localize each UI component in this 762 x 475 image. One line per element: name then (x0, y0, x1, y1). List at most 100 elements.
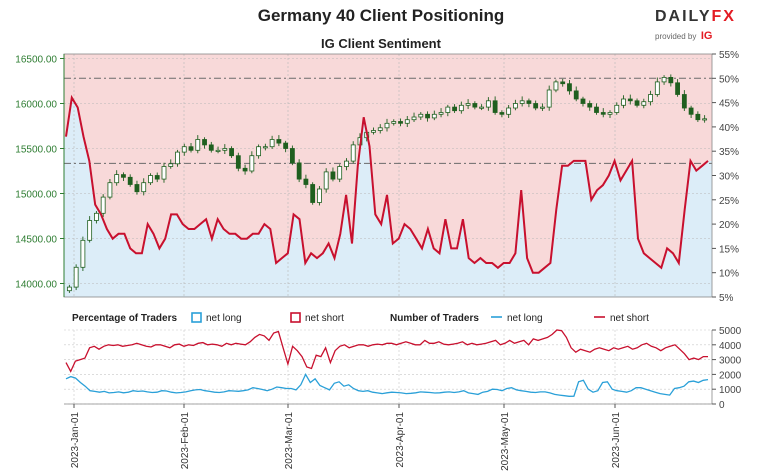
candle-body (269, 139, 275, 148)
candle-body (161, 166, 167, 180)
candle-body (702, 118, 708, 121)
legend-pct-short: net short (305, 313, 344, 324)
date-tick-label: 2023-Jun-01 (611, 412, 622, 469)
candle-body (661, 77, 667, 83)
candle-body (175, 151, 180, 165)
candle-body (607, 112, 613, 115)
reference-lines (64, 77, 712, 164)
date-tick-label: 2023-Apr-01 (395, 412, 406, 468)
candle-body (445, 106, 451, 113)
candle-body (580, 98, 586, 104)
candle-body (107, 182, 113, 198)
candle-body (154, 175, 160, 180)
candle-body (695, 113, 701, 121)
candle-body (425, 113, 430, 119)
candle-body (262, 146, 268, 149)
candle-body (100, 196, 106, 214)
candle-body (181, 146, 187, 153)
candle-body (533, 103, 539, 109)
candle-body (222, 148, 228, 151)
candle-body (641, 101, 647, 106)
date-axis: 2023-Jan-01 2023-Feb-01 2023-Mar-01 2023-Ap… (70, 404, 622, 471)
candle-body (310, 184, 316, 203)
candle-body (377, 127, 383, 131)
candle-body (546, 89, 552, 108)
legend-pct-heading: Percentage of Traders (72, 313, 177, 324)
percent-tick-label: 40% (719, 123, 739, 134)
candle-body (485, 100, 491, 108)
candle-body (452, 106, 457, 112)
count-tick-label: 4000 (719, 341, 742, 352)
candle-body (600, 112, 606, 115)
chart-title: Germany 40 Client Positioning (257, 6, 505, 25)
dailyfx-logo: DAILYFX provided by IG (655, 8, 755, 42)
legend-pct-long-swatch (191, 312, 202, 323)
candle-body (492, 100, 498, 113)
net-short-percent-line (65, 94, 709, 274)
candle-body (648, 94, 653, 103)
candle-body (560, 81, 566, 85)
candle-body (127, 176, 133, 185)
percent-tick-label: 55% (719, 50, 739, 61)
net-short-count-line (65, 329, 708, 373)
candle-body (114, 174, 120, 184)
net-long-area (64, 97, 712, 297)
candle-body (283, 142, 289, 149)
candle-body (66, 286, 72, 292)
candle-body (141, 182, 147, 193)
candle-body (688, 107, 694, 115)
candle-body (675, 82, 680, 95)
legend-pct-short-swatch (290, 312, 301, 323)
candle-body (317, 188, 322, 203)
percent-tick-label: 25% (719, 196, 739, 207)
candle-body (472, 103, 478, 108)
percent-tick-label: 5% (719, 293, 734, 304)
candle-body (330, 171, 336, 180)
date-tick-label: 2023-Jan-01 (70, 412, 81, 469)
candle-body (479, 106, 485, 109)
candle-body (668, 77, 674, 84)
candle-body (519, 100, 525, 104)
legend-num-long: net long (507, 313, 543, 324)
candle-body (296, 162, 302, 180)
candle-body (404, 119, 410, 124)
candle-body (148, 175, 153, 184)
candle-body (249, 155, 255, 172)
count-tick-label: 2000 (719, 370, 742, 381)
percent-tick-label: 10% (719, 269, 739, 280)
candle-body (371, 130, 376, 133)
price-tick-label: 16500.00 (15, 55, 57, 66)
price-axis: 14000.00 14500.00 15000.00 15500.00 16000.00… (15, 54, 65, 297)
candle-body (94, 212, 99, 221)
net-long-count-line (65, 372, 709, 397)
date-tick-label: 2023-Mar-01 (284, 412, 295, 470)
candle-body (499, 112, 505, 115)
main-grid (64, 54, 712, 297)
percent-tick-label: 35% (719, 147, 739, 158)
candle-body (654, 81, 660, 95)
candle-body (438, 112, 444, 115)
candle-body (465, 103, 471, 106)
ig-logo: IG (700, 30, 713, 42)
candle-body (344, 160, 349, 167)
count-tick-label: 5000 (719, 326, 742, 337)
percent-tick-label: 15% (719, 244, 739, 255)
candle-body (418, 113, 424, 118)
price-tick-label: 14500.00 (15, 235, 57, 246)
chart-subtitle: IG Client Sentiment (321, 36, 441, 51)
percent-tick-label: 30% (719, 172, 739, 183)
candle-body (323, 171, 329, 190)
candle-body (634, 100, 640, 106)
date-tick-label: 2023-May-01 (500, 412, 511, 471)
candle-body (458, 104, 464, 112)
legend: Percentage of Traders net long net short… (72, 312, 649, 324)
candle-body (567, 83, 572, 92)
candle-body (168, 163, 174, 167)
candle-body (188, 146, 194, 151)
candle-body (215, 149, 221, 152)
price-tick-label: 14000.00 (15, 280, 57, 291)
count-tick-label: 0 (719, 400, 725, 411)
legend-num-heading: Number of Traders (390, 313, 479, 324)
candle-body (303, 178, 309, 185)
